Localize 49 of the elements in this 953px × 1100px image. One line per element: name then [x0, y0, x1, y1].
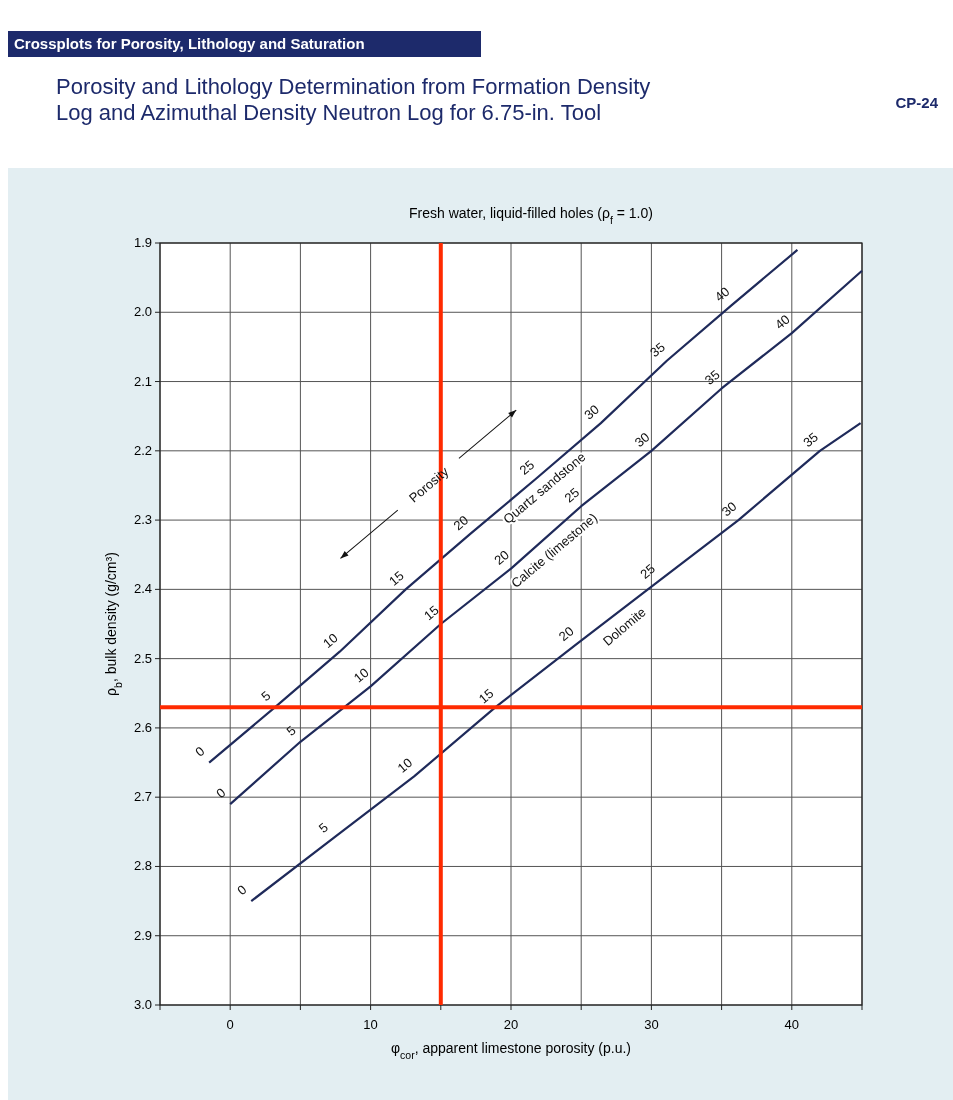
annotation: 30	[718, 498, 740, 520]
annotation: 5	[283, 722, 299, 739]
x-tick-label: 10	[363, 1017, 378, 1032]
y-tick-label: 2.0	[133, 304, 152, 320]
annotation: 0	[234, 881, 250, 899]
annotation: 10	[350, 664, 372, 686]
annotation: 0	[192, 743, 208, 760]
annotation: 15	[421, 602, 442, 624]
x-tick-label: 30	[644, 1017, 659, 1032]
y-tick-label: 2.4	[133, 581, 152, 597]
annotation: 40	[711, 283, 733, 305]
y-tick-label: 2.9	[133, 927, 152, 943]
annotation: 25	[637, 560, 659, 582]
annotation: 20	[555, 623, 577, 645]
annotation: 35	[647, 339, 668, 361]
annotation: 5	[258, 687, 274, 705]
text: Crossplots for Porosity, Lithology and Saturation	[14, 35, 365, 52]
y-tick-label: 2.2	[133, 442, 152, 458]
annotation: 10	[319, 630, 341, 652]
annotation: 25	[516, 457, 538, 478]
annotation: 5	[315, 819, 331, 836]
annotation: 30	[631, 429, 653, 451]
y-tick-label: 3.0	[133, 997, 152, 1012]
annotation: 35	[701, 367, 723, 388]
annotation: 0	[213, 784, 229, 802]
annotation: 20	[491, 547, 513, 568]
x-axis-title: φ$_{cor}$, apparent limestone porosity (p.u.)	[390, 1040, 632, 1061]
y-tick-label: 2.6	[133, 719, 152, 735]
y-tick-label: 2.8	[133, 858, 152, 874]
y-tick-label: 2.5	[133, 650, 152, 666]
annotation: 20	[450, 512, 472, 534]
y-tick-label: 1.9	[133, 235, 152, 250]
text: CP-24	[895, 94, 939, 111]
annotation: 35	[800, 429, 821, 451]
annotation: 15	[385, 567, 407, 589]
annotation: 30	[581, 401, 602, 423]
y-tick-label: 2.7	[133, 789, 152, 805]
y-tick-label: 2.1	[133, 373, 152, 389]
x-tick-label: 20	[503, 1017, 519, 1032]
chart-title: Porosity and Lithology Determination from Formation Density Log and Azimuthal Density Neutron Log for 6.75-in. Tool	[56, 74, 651, 125]
annotation: 15	[475, 685, 497, 707]
annotation: 10	[394, 754, 416, 776]
line-series	[229, 269, 864, 806]
line-series	[250, 422, 862, 903]
annotation: 40	[772, 311, 793, 333]
x-tick-label: 0	[226, 1017, 234, 1032]
x-tick-label: 40	[784, 1017, 800, 1032]
y-tick-label: 2.3	[133, 512, 152, 528]
chart-subtitle: Fresh water, liquid-filled holes (ρ$_{f}$ = 1.0)	[409, 205, 653, 226]
